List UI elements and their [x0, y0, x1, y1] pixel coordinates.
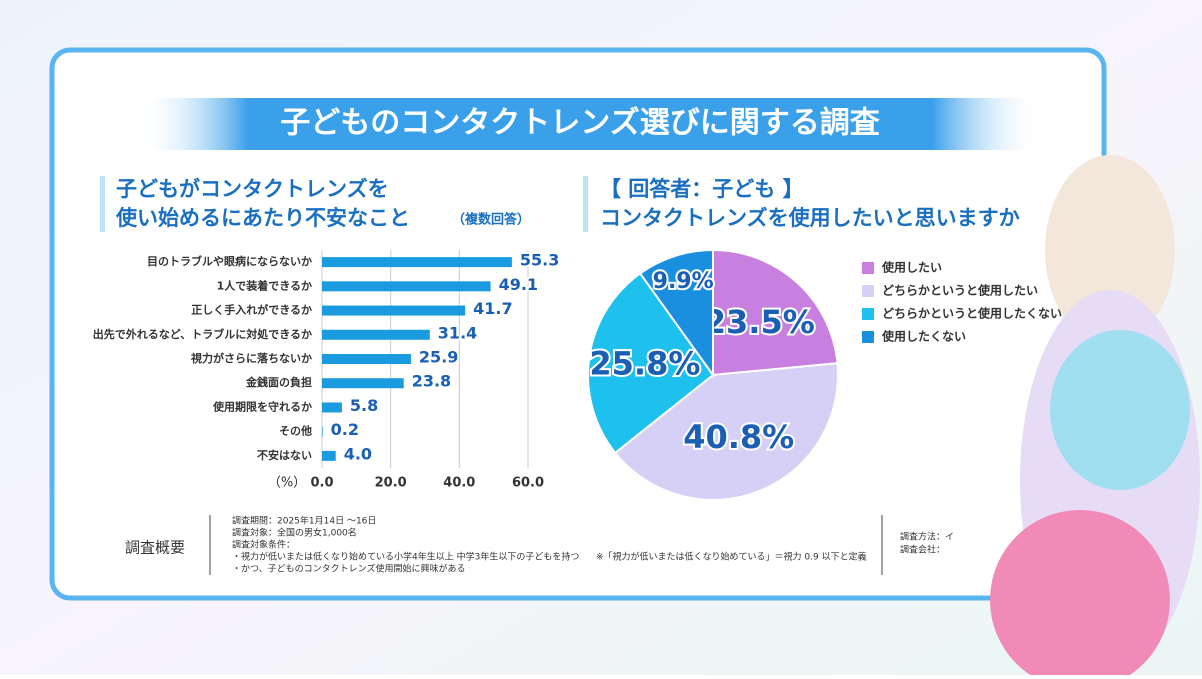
category-label: 1人で装着できるか: [217, 278, 312, 292]
value-label: 0.2: [331, 420, 359, 439]
value-label: 9.9%: [653, 269, 714, 294]
bar: [322, 354, 411, 364]
pie-slice: [712, 248, 839, 377]
bar: [322, 426, 323, 437]
overview-heading: 調査概要: [125, 539, 185, 557]
legend-label: 使用したくない: [881, 329, 966, 344]
accent: [583, 176, 588, 232]
x-tick-label: 60.0: [512, 476, 544, 491]
pie-slice: [638, 248, 714, 379]
value-label: 25.9: [419, 348, 458, 367]
category-label: 使用期限を守れるか: [212, 399, 312, 413]
bar: [322, 281, 491, 292]
pie-slice: [613, 362, 839, 501]
value-label: 25.8%: [589, 345, 700, 383]
pie-slice: [587, 272, 715, 455]
category-label: 正しく手入れができるか: [191, 303, 312, 317]
chart-title: 【 回答者：子ども 】: [600, 177, 804, 201]
overview-line: ・視力が低いまたは低くなり始めている小学4年生以上 中学3年生以下の子どもを持つ: [232, 551, 579, 563]
overview-method: 調査会社：: [900, 544, 945, 556]
legend-label: どちらかというと使用したい: [882, 283, 1038, 298]
x-axis-label: （%）: [268, 476, 306, 491]
category-label: 金銭面の負担: [245, 375, 312, 389]
x-tick-label: 40.0: [443, 476, 475, 491]
main-title: 子どものコンタクトレンズ選びに関する調査: [280, 106, 879, 141]
x-tick-label: 0.0: [310, 476, 333, 491]
avatar: [990, 510, 1170, 679]
value-label: 4.0: [344, 444, 372, 463]
chart-title: 使い始めるにあたり不安なこと: [115, 206, 410, 230]
value-label: 49.1: [499, 275, 538, 294]
legend-swatch: [862, 331, 874, 343]
avatar: [1050, 330, 1190, 490]
category-label: 不安はない: [257, 448, 312, 462]
overview-line: ・かつ、子どものコンタクトレンズ使用開始に興味がある: [232, 563, 465, 575]
value-label: 41.7: [473, 299, 512, 318]
overview-note: ※「視力が低いまたは低くなり始めている」＝視力 0.9 以下と定義: [596, 551, 867, 563]
value-label: 40.8%: [683, 418, 794, 456]
x-tick-label: 20.0: [375, 476, 407, 491]
category-label: 視力がさらに落ちないか: [190, 351, 312, 365]
chart-subtitle: （複数回答）: [452, 212, 530, 228]
legend-label: どちらかというと使用したくない: [882, 306, 1062, 321]
category-label: 出先で外れるなど、トラブルに対処できるか: [93, 327, 312, 341]
accent: [100, 176, 105, 232]
overview-line: 調査期間：2025年1月14日 ～16日: [232, 515, 376, 527]
bar: [322, 402, 342, 413]
value-label: 23.8: [412, 372, 451, 391]
category-label: 目のトラブルや眼病にならないか: [147, 254, 312, 268]
legend-swatch: [862, 262, 874, 274]
chart-title: 子どもがコンタクトレンズを: [116, 177, 389, 201]
title-banner: [140, 98, 1040, 150]
legend-label: 使用したい: [881, 260, 942, 275]
value-label: 23.5%: [704, 303, 815, 341]
value-label: 55.3: [520, 251, 559, 270]
bar: [322, 305, 466, 316]
legend-swatch: [862, 285, 874, 297]
value-label: 5.8: [350, 396, 378, 415]
category-label: その他: [279, 424, 312, 438]
bar: [322, 378, 404, 389]
avatar: [1045, 155, 1175, 345]
overview-method: 調査方法：イ: [900, 531, 954, 543]
avatars: [990, 155, 1200, 679]
overview-line: 調査対象条件：: [232, 539, 295, 551]
bar: [322, 329, 430, 340]
bar: [322, 257, 512, 268]
chart-title: コンタクトレンズを使用したいと思いますか: [600, 206, 1020, 230]
bar: [322, 450, 336, 461]
overview-line: 調査対象：全国の男女1,000名: [232, 527, 357, 539]
legend-swatch: [862, 308, 874, 320]
value-label: 31.4: [438, 323, 477, 342]
